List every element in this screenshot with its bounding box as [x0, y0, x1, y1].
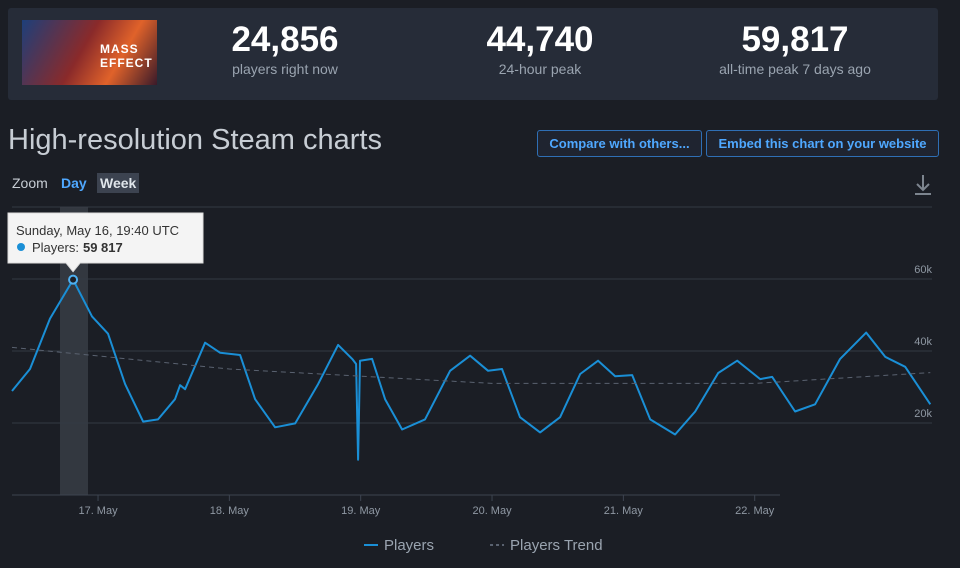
stat-label: players right now [232, 61, 338, 77]
icon-stroke [916, 183, 930, 192]
x-tick-label: 21. May [604, 505, 644, 517]
trend-line [11, 346, 931, 384]
stat: 24,856 players right now [160, 20, 410, 78]
tooltip-value: 59 817 [83, 240, 123, 255]
stat-value: 44,740 [486, 20, 594, 59]
stat-value: 59,817 [741, 20, 849, 59]
hover-point [68, 274, 79, 285]
tooltip-date: Sunday, May 16, 19:40 UTC [16, 223, 179, 238]
tooltip-row: Players: 59 817 [32, 240, 123, 255]
embed-button[interactable]: Embed this chart on your website [706, 130, 939, 157]
stat-label: all-time peak 7 days ago [719, 61, 871, 77]
tooltip-series: Players: [32, 240, 79, 255]
y-tick-label: 40k [914, 336, 932, 348]
stat: 59,817 all-time peak 7 days ago [670, 20, 920, 78]
section-title: High-resolution Steam charts [8, 124, 382, 156]
y-tick-label: 60k [914, 264, 932, 276]
players-line [11, 278, 932, 461]
tooltip: Sunday, May 16, 19:40 UTC Players: 59 817 [7, 212, 204, 273]
tooltip-box [7, 212, 204, 273]
stat-value: 24,856 [231, 20, 339, 59]
x-tick-label: 18. May [210, 505, 250, 517]
compare-button[interactable]: Compare with others... [537, 130, 702, 157]
stat: 44,740 24-hour peak [415, 20, 665, 78]
x-tick-label: 22. May [735, 505, 775, 517]
zoom-week[interactable]: Week [97, 173, 140, 193]
tooltip-swatch [17, 243, 25, 251]
legend-label: Players [384, 537, 434, 554]
stats-panel: MASS EFFECT 24,856 players right now 44,7… [8, 8, 938, 100]
zoom-day[interactable]: Day [61, 175, 87, 191]
x-tick-label: 17. May [78, 505, 118, 517]
download-icon[interactable] [915, 175, 931, 195]
legend-label: Players Trend [510, 537, 603, 554]
logo-text: MASS EFFECT [100, 42, 153, 70]
x-tick-label: 20. May [472, 505, 512, 517]
game-logo[interactable]: MASS EFFECT [22, 20, 157, 85]
x-tick-label: 19. May [341, 505, 381, 517]
y-tick-label: 20k [914, 408, 932, 420]
zoom-label: Zoom [12, 175, 48, 191]
stat-label: 24-hour peak [498, 61, 582, 77]
